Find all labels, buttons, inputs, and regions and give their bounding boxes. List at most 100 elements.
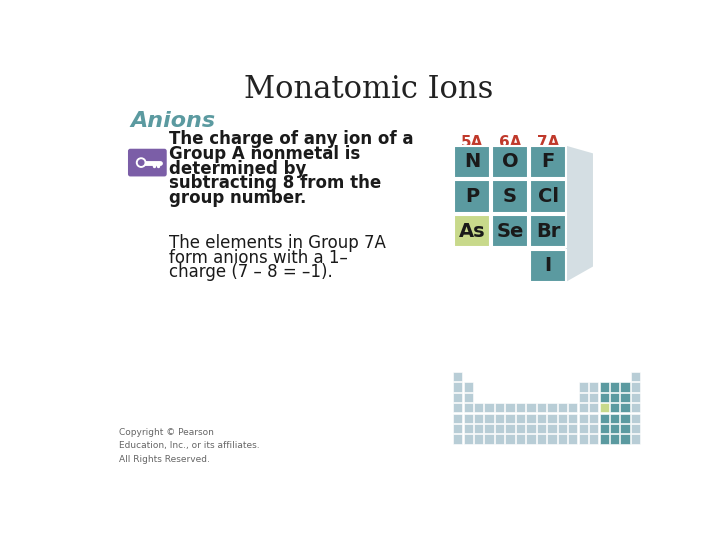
Bar [589,434,598,444]
Bar [558,414,567,423]
Bar [579,382,588,392]
Text: Cl: Cl [538,187,559,206]
Bar [610,434,619,444]
Bar [547,424,557,433]
Bar [631,372,640,381]
Bar [464,414,473,423]
Bar [464,403,473,413]
Bar [610,414,619,423]
Bar [589,393,598,402]
Bar [530,215,566,247]
Bar [558,403,567,413]
Text: 6A: 6A [499,135,521,150]
Text: I: I [544,256,552,275]
Bar [589,414,598,423]
Bar [579,393,588,402]
Text: determined by: determined by [169,159,307,178]
Bar [631,424,640,433]
Bar [454,180,490,213]
Bar [530,249,566,282]
Bar [621,403,630,413]
Bar [589,382,598,392]
FancyBboxPatch shape [128,148,167,177]
Bar [631,414,640,423]
Bar [589,403,598,413]
Text: 5A: 5A [461,135,483,150]
Bar [610,403,619,413]
Bar [631,434,640,444]
Bar [492,215,528,247]
Text: 7A: 7A [537,135,559,150]
Text: N: N [464,152,480,171]
Bar [600,434,609,444]
Text: form anions with a 1–: form anions with a 1– [169,249,348,267]
Bar [464,424,473,433]
Circle shape [137,158,145,167]
Text: Se: Se [496,221,523,241]
Text: The elements in Group 7A: The elements in Group 7A [169,234,386,252]
Bar [464,382,473,392]
Text: P: P [465,187,479,206]
Bar [516,414,525,423]
Bar [568,414,577,423]
Bar [547,414,557,423]
Bar [526,403,536,413]
Bar [579,414,588,423]
Bar [495,414,504,423]
Bar [464,434,473,444]
Bar [600,414,609,423]
Bar [526,434,536,444]
Text: subtracting 8 from the: subtracting 8 from the [169,174,382,192]
Bar [495,434,504,444]
Bar [537,414,546,423]
Bar [485,414,494,423]
Bar [600,393,609,402]
Bar [485,403,494,413]
Bar [631,403,640,413]
Text: F: F [541,152,554,171]
Bar [537,403,546,413]
Polygon shape [566,146,593,282]
Bar [631,382,640,392]
Text: Anions: Anions [130,111,215,131]
Bar [526,414,536,423]
Text: The charge of any ion of a: The charge of any ion of a [169,130,413,148]
Bar [589,424,598,433]
Text: Monatomic Ions: Monatomic Ions [244,74,494,105]
Bar [505,403,515,413]
Bar [600,424,609,433]
Bar [621,414,630,423]
Bar [495,424,504,433]
Bar [516,424,525,433]
Bar [526,424,536,433]
Bar [454,215,490,247]
Bar [579,424,588,433]
Bar [492,180,528,213]
Bar [568,403,577,413]
Bar [568,434,577,444]
Bar [453,372,462,381]
Bar [453,393,462,402]
Bar [558,424,567,433]
Bar [530,146,566,178]
Bar [600,382,609,392]
Text: As: As [459,221,485,241]
Bar [516,403,525,413]
Bar [547,434,557,444]
Bar [610,424,619,433]
Text: O: O [502,152,518,171]
Bar [464,393,473,402]
Text: group number.: group number. [169,189,307,207]
Bar [530,180,566,213]
Circle shape [138,160,144,165]
Bar [600,403,609,413]
Bar [579,403,588,413]
Text: S: S [503,187,517,206]
Bar [579,434,588,444]
Text: Br: Br [536,221,560,241]
Bar [453,382,462,392]
Bar [495,403,504,413]
Bar [610,382,619,392]
Bar [453,434,462,444]
Bar [631,393,640,402]
